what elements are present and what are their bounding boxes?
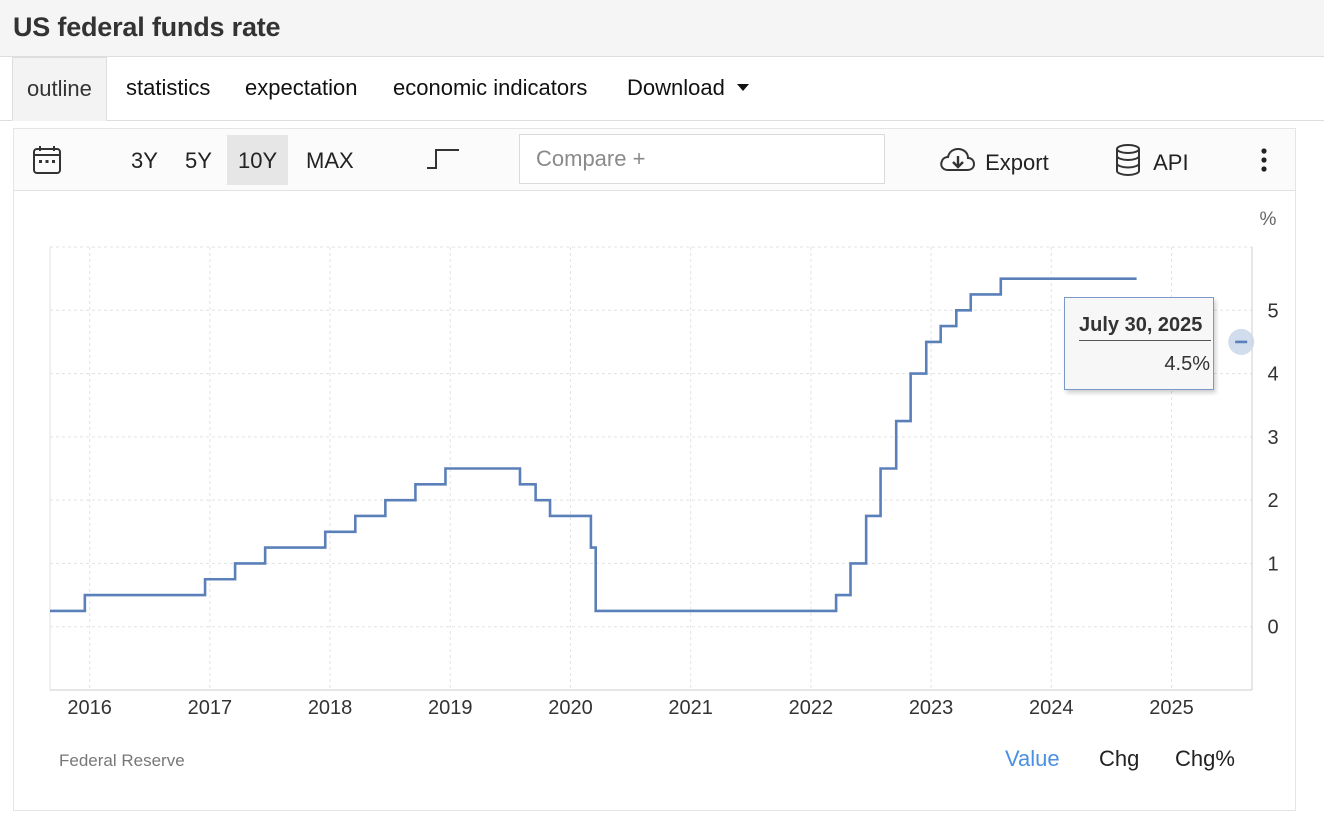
tab-download[interactable]: Download: [627, 57, 749, 121]
series-line: [50, 277, 1137, 613]
range-10y-button[interactable]: 10Y: [227, 135, 289, 185]
source-label: Federal Reserve: [59, 751, 185, 770]
tab-outline[interactable]: outline: [12, 57, 107, 121]
x-tick-label: 2021: [668, 697, 713, 719]
tooltip-date: July 30, 2025: [1079, 314, 1203, 336]
page-title: US federal funds rate: [13, 12, 281, 42]
x-tick-label: 2023: [909, 697, 954, 719]
x-tick-label: 2020: [548, 697, 593, 719]
tab-statistics[interactable]: statistics: [126, 75, 211, 100]
y-tick-label: 1: [1267, 553, 1278, 575]
range-3y-button[interactable]: 3Y: [131, 148, 158, 173]
export-button[interactable]: Export: [939, 147, 1049, 179]
y-tick-label: 3: [1267, 427, 1278, 449]
chg-tab[interactable]: Chg: [1099, 746, 1140, 771]
x-tick-label: 2024: [1029, 697, 1074, 719]
vertical-dots-icon[interactable]: [1260, 147, 1268, 179]
x-tick-label: 2016: [67, 697, 112, 719]
y-unit-label: %: [1260, 209, 1277, 230]
range-5y-button[interactable]: 5Y: [185, 148, 212, 173]
tooltip-divider: [1079, 340, 1211, 341]
range-max-button[interactable]: MAX: [306, 148, 354, 173]
chart-card: 3Y 5Y 10Y MAX Export: [13, 128, 1296, 811]
api-button[interactable]: API: [1115, 144, 1189, 182]
value-tab[interactable]: Value: [1005, 746, 1060, 771]
tooltip-value: 4.5%: [1164, 353, 1210, 375]
x-tick-label: 2019: [428, 697, 473, 719]
tab-download-label: Download: [627, 75, 725, 100]
export-label: Export: [985, 150, 1049, 175]
tab-expectation[interactable]: expectation: [245, 75, 358, 100]
compare-input[interactable]: [519, 134, 885, 184]
cloud-download-icon: [939, 147, 976, 179]
chart-tooltip: July 30, 2025 4.5%: [1064, 297, 1214, 390]
tab-bar: outline statistics expectation economic …: [0, 57, 1324, 121]
api-label: API: [1153, 150, 1189, 175]
title-bar: US federal funds rate: [0, 0, 1324, 57]
tab-economic-indicators[interactable]: economic indicators: [393, 75, 588, 100]
x-tick-label: 2017: [188, 697, 233, 719]
y-tick-label: 4: [1267, 364, 1278, 386]
x-tick-label: 2018: [308, 697, 353, 719]
caret-down-icon: [736, 83, 749, 91]
y-tick-label: 0: [1267, 617, 1278, 639]
y-tick-label: 5: [1267, 300, 1278, 322]
step-line-icon[interactable]: [426, 147, 460, 177]
chg-percent-tab[interactable]: Chg%: [1175, 746, 1235, 771]
chart-plot[interactable]: 0 1 2 3 4 5 2016 2017 2018 2019 2020 2021 2022 2023 20…: [14, 129, 1295, 729]
database-icon: [1115, 144, 1141, 182]
chart-toolbar: 3Y 5Y 10Y MAX Export: [14, 129, 1295, 191]
x-tick-label: 2025: [1149, 697, 1194, 719]
x-tick-label: 2022: [789, 697, 834, 719]
y-tick-label: 2: [1267, 490, 1278, 512]
calendar-icon[interactable]: [32, 145, 62, 181]
